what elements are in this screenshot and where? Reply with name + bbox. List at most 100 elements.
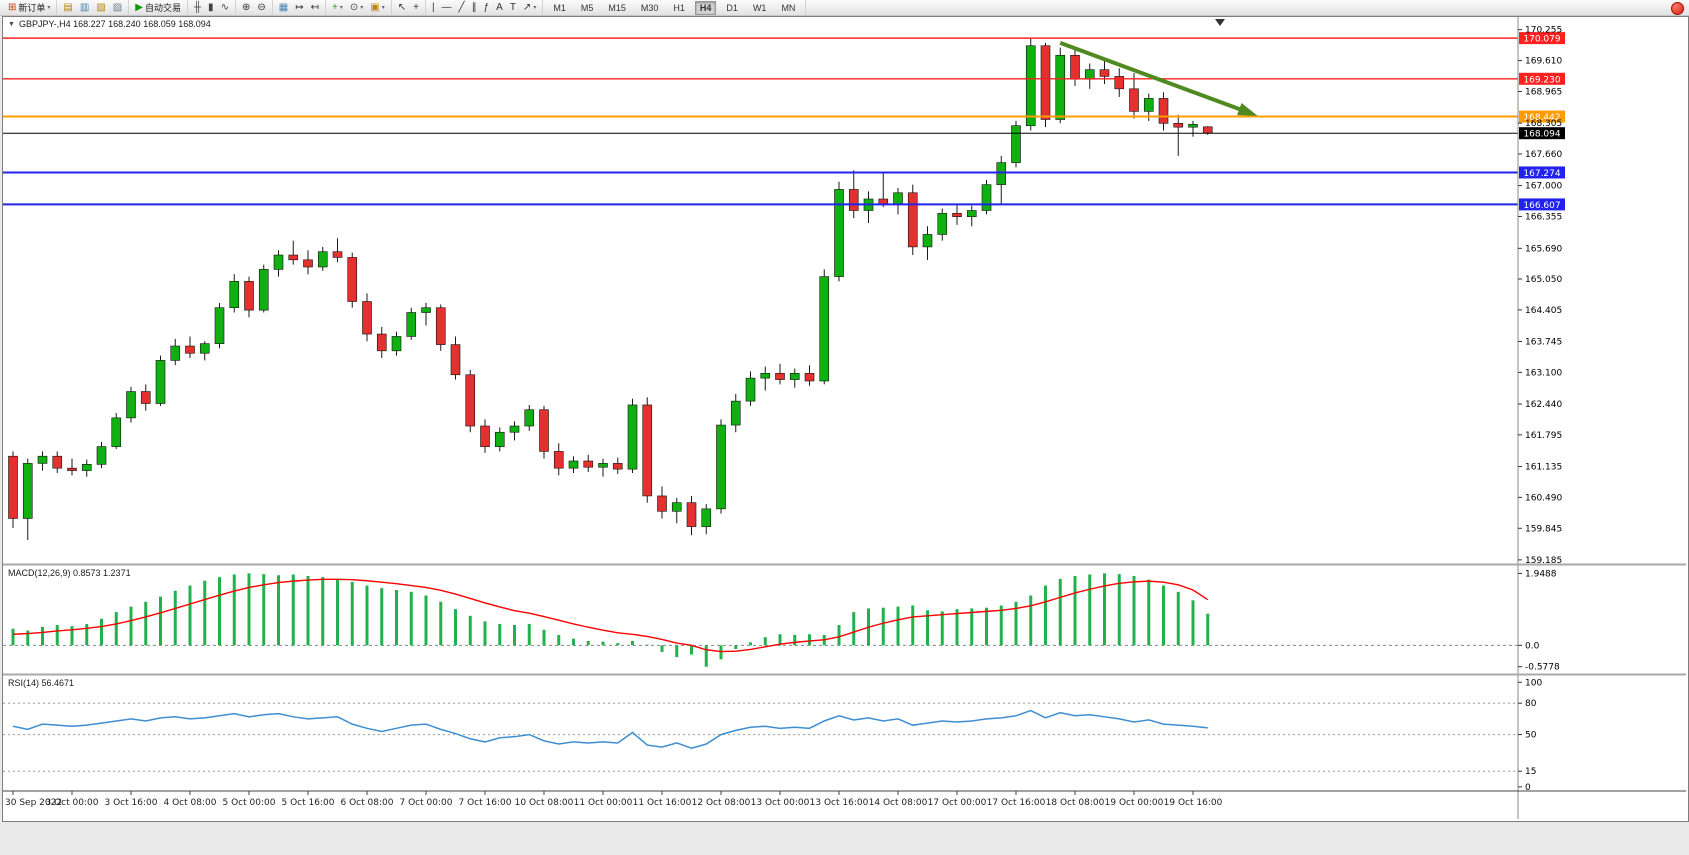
bear-candle [848, 189, 859, 211]
bull-candle [126, 391, 136, 419]
timeframe-M30[interactable]: M30 [640, 2, 659, 13]
bull-candle [627, 404, 638, 470]
macd-indicator-label[interactable]: MACD(12,26,9) 0.8573 1.2371 [8, 568, 131, 578]
timeframe-M5[interactable]: M5 [580, 2, 594, 13]
line-chart-icon[interactable]: ∿ [219, 1, 231, 14]
templates-button[interactable]: ▣ ▾ [368, 1, 386, 14]
trend-arrow-head[interactable] [1237, 102, 1258, 116]
bear-candle [480, 425, 490, 447]
trendline-icon-glyph: ╱ [458, 2, 465, 13]
terminal-icon-glyph: ▨ [112, 2, 123, 13]
timeframe-MN[interactable]: MN [781, 2, 796, 13]
cursor-icon-glyph: ↖ [397, 2, 407, 13]
price-tag-label: 168.442 [1523, 113, 1560, 123]
chart-title-text: GBPJPY-,H4 168.227 168.240 168.059 168.0… [18, 19, 211, 29]
rsi-axis-label: 0 [1525, 783, 1531, 793]
horizontal-line-icon[interactable]: — [440, 1, 454, 14]
timeframe-H1[interactable]: H1 [673, 2, 685, 13]
auto-trading-button[interactable]: ▶ 自动交易 [133, 1, 183, 14]
toolbar-group: ⊞ 新订单 ▾ [2, 0, 58, 15]
bull-candle [760, 373, 771, 379]
bull-candle [966, 210, 977, 218]
chart-canvas: 170.079 169.230 168.442 167.274 166.607 168.0… [3, 17, 1686, 819]
timeframe-D1[interactable]: D1 [726, 2, 738, 13]
price-tag [1519, 166, 1565, 179]
bear-candle [775, 373, 785, 380]
cursor-icon[interactable]: ↖ [396, 1, 408, 14]
data-window-icon[interactable]: ▥ [78, 1, 91, 14]
templates-button-glyph: ▣ [370, 2, 380, 13]
dropdown-caret-icon[interactable]: ▾ [47, 5, 51, 11]
price-axis-label: 170.255 [1525, 26, 1562, 36]
price-tag [1519, 32, 1565, 45]
bull-candle [37, 455, 48, 464]
dropdown-caret-icon[interactable]: ▾ [533, 5, 537, 11]
equidistant-channel-icon[interactable]: ∥ [470, 1, 479, 14]
crosshair-icon-glyph: + [413, 2, 419, 13]
time-axis-label: 17 Oct 00:00 [928, 798, 987, 808]
bear-candle [465, 374, 476, 427]
crosshair-icon[interactable]: + [411, 1, 421, 14]
bear-candle [450, 344, 461, 376]
bear-candle [288, 254, 299, 261]
time-axis-label: 11 Oct 16:00 [633, 798, 692, 808]
bull-candle [524, 409, 535, 427]
dropdown-caret-icon[interactable]: ▾ [360, 5, 364, 11]
indicators-button[interactable]: + ▾ [330, 1, 345, 14]
chart-shift-icon[interactable]: ↤ [309, 1, 321, 14]
bull-candle [391, 336, 402, 352]
chart-title-expander-icon[interactable]: ▼ [8, 20, 15, 28]
timeframe-W1[interactable]: W1 [752, 2, 767, 13]
line-chart-icon-glyph: ∿ [220, 2, 229, 13]
tile-windows-icon[interactable]: ▦ [277, 1, 290, 14]
dropdown-caret-icon[interactable]: ▾ [339, 5, 343, 11]
bull-candle [1084, 69, 1095, 80]
toolbar-group: ╫ ▮ ∿ [188, 0, 236, 15]
navigator-icon[interactable]: ▧ [94, 1, 107, 14]
dropdown-caret-icon[interactable]: ▾ [381, 5, 385, 11]
auto-scroll-icon[interactable]: ↦ [293, 1, 305, 14]
time-axis-label: 5 Oct 00:00 [223, 798, 276, 808]
fibonacci-icon[interactable]: ƒ [482, 1, 492, 14]
bear-candle [1173, 123, 1184, 128]
bear-candle [642, 404, 653, 497]
notification-icon[interactable] [1671, 2, 1684, 15]
price-axis[interactable]: 170.255 169.610 168.965 168.305 167.660 167.0… [1517, 17, 1562, 819]
market-watch-icon[interactable]: ▤ [61, 1, 74, 14]
periods-button[interactable]: ⊙ ▾ [348, 1, 365, 14]
new-order-button[interactable]: ⊞ 新订单 ▾ [6, 1, 52, 14]
zoom-out-icon[interactable]: ⊖ [255, 1, 267, 14]
arrows-icon[interactable]: ↗ ▾ [521, 1, 538, 14]
macd-axis-label: 0.0 [1525, 641, 1540, 651]
price-axis-label: 161.135 [1525, 462, 1562, 472]
zoom-in-icon[interactable]: ⊕ [240, 1, 252, 14]
terminal-icon[interactable]: ▨ [111, 1, 124, 14]
bull-candle [1011, 125, 1021, 163]
bear-candle [185, 345, 195, 354]
timeframe-M1[interactable]: M1 [553, 2, 566, 13]
bull-candle [701, 508, 712, 527]
chart-shift-marker[interactable] [1215, 19, 1225, 26]
chart-window: 170.079 169.230 168.442 167.274 166.607 168.0… [2, 16, 1689, 822]
trendline-icon[interactable]: ╱ [457, 1, 467, 14]
timeframe-H4[interactable]: H4 [694, 0, 717, 15]
vertical-line-icon-glyph: | [431, 2, 435, 13]
label-icon[interactable]: T [508, 1, 518, 14]
price-tag-label: 169.230 [1523, 75, 1560, 85]
rsi-indicator-label[interactable]: RSI(14) 56.4671 [8, 678, 75, 688]
price-axis-label: 166.355 [1525, 212, 1562, 222]
bar-chart-icon-glyph: ╫ [193, 2, 202, 13]
timeframe-M15[interactable]: M15 [608, 2, 626, 13]
toolbar-group: ▶ 自动交易 [129, 0, 188, 15]
price-tag-label: 168.094 [1523, 130, 1560, 140]
trend-arrow[interactable] [1059, 40, 1253, 116]
bull-candle [155, 360, 166, 404]
vertical-line-icon[interactable]: | [430, 1, 437, 14]
text-icon[interactable]: A [494, 1, 505, 14]
candlestick-chart-icon[interactable]: ▮ [206, 1, 216, 14]
bull-candle [745, 377, 756, 402]
bar-chart-icon[interactable]: ╫ [192, 1, 203, 14]
bull-candle [893, 192, 903, 205]
